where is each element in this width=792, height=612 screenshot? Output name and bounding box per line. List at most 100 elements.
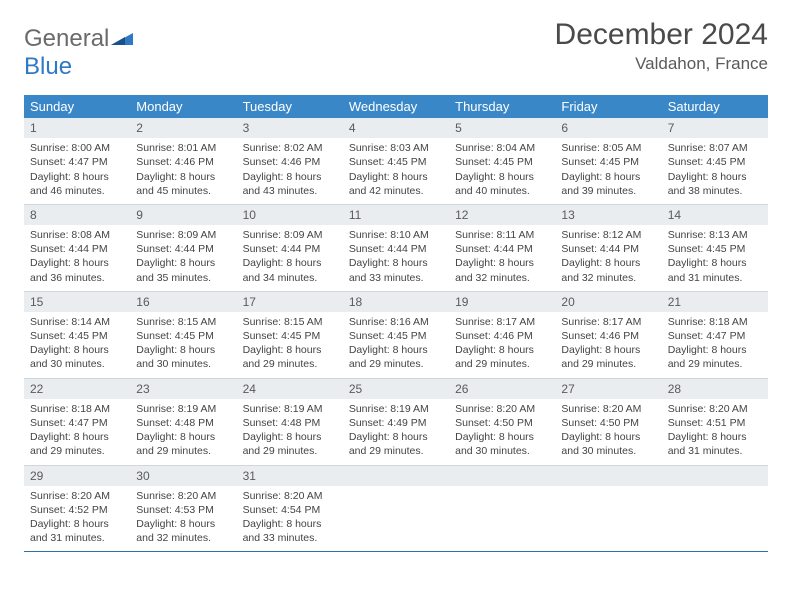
sunrise-line: Sunrise: 8:08 AM: [30, 228, 124, 242]
day-content: Sunrise: 8:20 AMSunset: 4:54 PMDaylight:…: [237, 486, 343, 552]
daylight-line: Daylight: 8 hours and 29 minutes.: [349, 343, 443, 371]
daylight-line: Daylight: 8 hours and 32 minutes.: [136, 517, 230, 545]
day-content: Sunrise: 8:19 AMSunset: 4:48 PMDaylight:…: [130, 399, 236, 465]
day-content: Sunrise: 8:07 AMSunset: 4:45 PMDaylight:…: [662, 138, 768, 204]
day-content: Sunrise: 8:13 AMSunset: 4:45 PMDaylight:…: [662, 225, 768, 291]
calendar-cell: 13Sunrise: 8:12 AMSunset: 4:44 PMDayligh…: [555, 204, 661, 291]
day-content: Sunrise: 8:20 AMSunset: 4:50 PMDaylight:…: [555, 399, 661, 465]
calendar-cell: 12Sunrise: 8:11 AMSunset: 4:44 PMDayligh…: [449, 204, 555, 291]
day-content: Sunrise: 8:04 AMSunset: 4:45 PMDaylight:…: [449, 138, 555, 204]
sunrise-line: Sunrise: 8:03 AM: [349, 141, 443, 155]
sunset-line: Sunset: 4:53 PM: [136, 503, 230, 517]
daylight-line: Daylight: 8 hours and 29 minutes.: [136, 430, 230, 458]
day-number: 28: [662, 379, 768, 399]
weekday-header: Sunday: [24, 95, 130, 118]
day-content: Sunrise: 8:05 AMSunset: 4:45 PMDaylight:…: [555, 138, 661, 204]
calendar-cell: 5Sunrise: 8:04 AMSunset: 4:45 PMDaylight…: [449, 118, 555, 204]
daylight-line: Daylight: 8 hours and 29 minutes.: [668, 343, 762, 371]
sunrise-line: Sunrise: 8:13 AM: [668, 228, 762, 242]
calendar-head: SundayMondayTuesdayWednesdayThursdayFrid…: [24, 95, 768, 118]
day-content: Sunrise: 8:14 AMSunset: 4:45 PMDaylight:…: [24, 312, 130, 378]
daylight-line: Daylight: 8 hours and 42 minutes.: [349, 170, 443, 198]
sunrise-line: Sunrise: 8:15 AM: [243, 315, 337, 329]
daylight-line: Daylight: 8 hours and 32 minutes.: [561, 256, 655, 284]
sunrise-line: Sunrise: 8:04 AM: [455, 141, 549, 155]
sunrise-line: Sunrise: 8:02 AM: [243, 141, 337, 155]
sunrise-line: Sunrise: 8:17 AM: [455, 315, 549, 329]
day-number: 8: [24, 205, 130, 225]
logo-triangle-icon: [111, 24, 133, 52]
weekday-header: Tuesday: [237, 95, 343, 118]
calendar-cell: [449, 465, 555, 552]
daylight-line: Daylight: 8 hours and 29 minutes.: [243, 430, 337, 458]
day-number: 29: [24, 466, 130, 486]
brand-part2: Blue: [24, 53, 72, 80]
sunset-line: Sunset: 4:45 PM: [668, 155, 762, 169]
weekday-header: Wednesday: [343, 95, 449, 118]
calendar-cell: 24Sunrise: 8:19 AMSunset: 4:48 PMDayligh…: [237, 378, 343, 465]
sunset-line: Sunset: 4:46 PM: [455, 329, 549, 343]
day-content: Sunrise: 8:00 AMSunset: 4:47 PMDaylight:…: [24, 138, 130, 204]
sunrise-line: Sunrise: 8:15 AM: [136, 315, 230, 329]
weekday-header: Thursday: [449, 95, 555, 118]
sunrise-line: Sunrise: 8:18 AM: [668, 315, 762, 329]
day-number: 18: [343, 292, 449, 312]
day-number: 19: [449, 292, 555, 312]
day-number: 7: [662, 118, 768, 138]
sunset-line: Sunset: 4:50 PM: [561, 416, 655, 430]
day-content: Sunrise: 8:02 AMSunset: 4:46 PMDaylight:…: [237, 138, 343, 204]
sunset-line: Sunset: 4:47 PM: [30, 155, 124, 169]
daylight-line: Daylight: 8 hours and 31 minutes.: [30, 517, 124, 545]
sunset-line: Sunset: 4:44 PM: [455, 242, 549, 256]
calendar-cell: 10Sunrise: 8:09 AMSunset: 4:44 PMDayligh…: [237, 204, 343, 291]
sunrise-line: Sunrise: 8:11 AM: [455, 228, 549, 242]
day-content: Sunrise: 8:08 AMSunset: 4:44 PMDaylight:…: [24, 225, 130, 291]
daylight-line: Daylight: 8 hours and 35 minutes.: [136, 256, 230, 284]
daylight-line: Daylight: 8 hours and 33 minutes.: [243, 517, 337, 545]
sunrise-line: Sunrise: 8:16 AM: [349, 315, 443, 329]
brand-part1: General: [24, 25, 109, 52]
day-content: Sunrise: 8:18 AMSunset: 4:47 PMDaylight:…: [662, 312, 768, 378]
calendar-cell: 16Sunrise: 8:15 AMSunset: 4:45 PMDayligh…: [130, 291, 236, 378]
day-number: 10: [237, 205, 343, 225]
day-content: Sunrise: 8:20 AMSunset: 4:53 PMDaylight:…: [130, 486, 236, 552]
calendar-cell: 15Sunrise: 8:14 AMSunset: 4:45 PMDayligh…: [24, 291, 130, 378]
daylight-line: Daylight: 8 hours and 36 minutes.: [30, 256, 124, 284]
sunset-line: Sunset: 4:46 PM: [561, 329, 655, 343]
calendar-cell: 25Sunrise: 8:19 AMSunset: 4:49 PMDayligh…: [343, 378, 449, 465]
calendar-cell: 23Sunrise: 8:19 AMSunset: 4:48 PMDayligh…: [130, 378, 236, 465]
calendar-cell: 28Sunrise: 8:20 AMSunset: 4:51 PMDayligh…: [662, 378, 768, 465]
calendar-body: 1Sunrise: 8:00 AMSunset: 4:47 PMDaylight…: [24, 118, 768, 552]
sunset-line: Sunset: 4:49 PM: [349, 416, 443, 430]
day-number: 27: [555, 379, 661, 399]
daylight-line: Daylight: 8 hours and 38 minutes.: [668, 170, 762, 198]
calendar-cell: 26Sunrise: 8:20 AMSunset: 4:50 PMDayligh…: [449, 378, 555, 465]
daylight-line: Daylight: 8 hours and 29 minutes.: [243, 343, 337, 371]
calendar-cell: [662, 465, 768, 552]
sunrise-line: Sunrise: 8:17 AM: [561, 315, 655, 329]
sunset-line: Sunset: 4:47 PM: [30, 416, 124, 430]
day-number: 24: [237, 379, 343, 399]
day-number: 3: [237, 118, 343, 138]
daylight-line: Daylight: 8 hours and 46 minutes.: [30, 170, 124, 198]
calendar-cell: 17Sunrise: 8:15 AMSunset: 4:45 PMDayligh…: [237, 291, 343, 378]
day-content: Sunrise: 8:03 AMSunset: 4:45 PMDaylight:…: [343, 138, 449, 204]
calendar-cell: 29Sunrise: 8:20 AMSunset: 4:52 PMDayligh…: [24, 465, 130, 552]
day-content: Sunrise: 8:17 AMSunset: 4:46 PMDaylight:…: [449, 312, 555, 378]
day-number: 30: [130, 466, 236, 486]
daylight-line: Daylight: 8 hours and 32 minutes.: [455, 256, 549, 284]
daylight-line: Daylight: 8 hours and 34 minutes.: [243, 256, 337, 284]
day-content: Sunrise: 8:09 AMSunset: 4:44 PMDaylight:…: [237, 225, 343, 291]
sunrise-line: Sunrise: 8:09 AM: [243, 228, 337, 242]
day-number: 13: [555, 205, 661, 225]
day-content: Sunrise: 8:01 AMSunset: 4:46 PMDaylight:…: [130, 138, 236, 204]
daylight-line: Daylight: 8 hours and 30 minutes.: [136, 343, 230, 371]
sunrise-line: Sunrise: 8:18 AM: [30, 402, 124, 416]
sunset-line: Sunset: 4:45 PM: [349, 155, 443, 169]
day-content: Sunrise: 8:11 AMSunset: 4:44 PMDaylight:…: [449, 225, 555, 291]
day-number: 11: [343, 205, 449, 225]
day-content: Sunrise: 8:09 AMSunset: 4:44 PMDaylight:…: [130, 225, 236, 291]
sunset-line: Sunset: 4:54 PM: [243, 503, 337, 517]
daylight-line: Daylight: 8 hours and 30 minutes.: [455, 430, 549, 458]
sunrise-line: Sunrise: 8:20 AM: [561, 402, 655, 416]
